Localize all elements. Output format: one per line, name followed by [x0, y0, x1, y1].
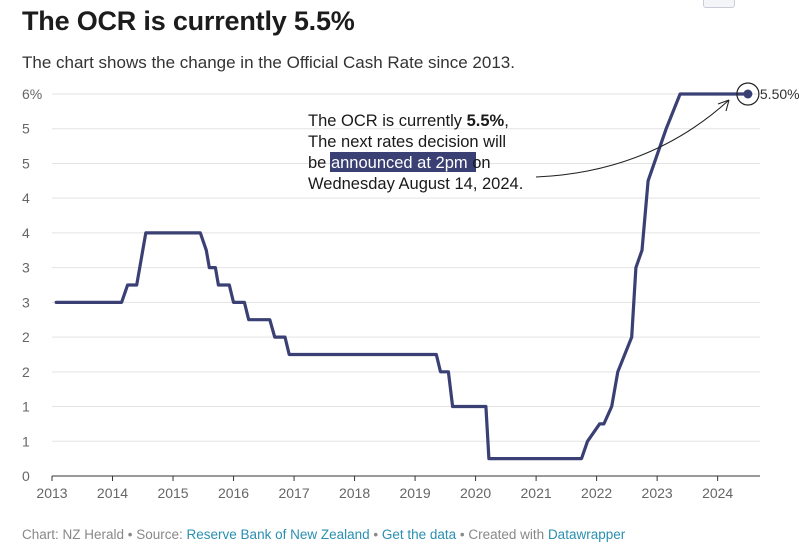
get-data-link[interactable]: Get the data [381, 527, 457, 542]
annotation-highlight [330, 152, 476, 172]
chart-footer: Chart: NZ Herald • Source: Reserve Bank … [22, 527, 625, 542]
annotation-arrow-head [717, 99, 730, 112]
y-axis: 0 1 1 2 2 3 3 4 4 5 5 6% [22, 86, 42, 484]
x-tick-label: 2016 [218, 485, 249, 501]
y-tick-label: 4 [22, 190, 30, 206]
y-tick-label: 3 [22, 260, 30, 276]
y-tick-label: 3 [22, 294, 30, 310]
x-tick-label: 2019 [399, 485, 430, 501]
x-tick-label: 2018 [339, 485, 370, 501]
y-tick-label: 2 [22, 329, 30, 345]
x-tick-label: 2022 [581, 485, 612, 501]
y-tick-label: 4 [22, 225, 30, 241]
share-icon[interactable] [703, 0, 735, 8]
x-tick-label: 2023 [642, 485, 673, 501]
end-point-label: 5.50% [760, 86, 799, 102]
annotation-line-2: The next rates decision will [308, 133, 506, 151]
x-axis: 2013 2014 2015 2016 2017 2018 2019 2020 2021 2022… [36, 476, 733, 501]
x-tick-label: 2013 [36, 485, 67, 501]
footer-separator: • [369, 527, 382, 542]
x-tick-label: 2014 [97, 485, 128, 501]
footer-credit: Chart: NZ Herald • Source: [22, 527, 187, 542]
x-tick-label: 2020 [460, 485, 491, 501]
y-tick-label: 1 [22, 433, 30, 449]
y-tick-label: 6% [22, 86, 42, 102]
series-layer: 5.50% [54, 82, 799, 461]
annotation: The OCR is currently 5.5%, The next rate… [308, 99, 730, 193]
annotation-line-1: The OCR is currently 5.5%, [308, 112, 509, 130]
x-tick-label: 2017 [278, 485, 309, 501]
source-link[interactable]: Reserve Bank of New Zealand [186, 527, 370, 542]
y-tick-label: 2 [22, 364, 30, 380]
y-tick-label: 0 [22, 468, 30, 484]
y-tick-label: 5 [22, 121, 30, 137]
annotation-arrow-line [535, 99, 730, 178]
annotation-line-4: Wednesday August 14, 2024. [308, 175, 523, 193]
y-tick-label: 5 [22, 155, 30, 171]
footer-created-with: • Created with [456, 527, 548, 542]
x-tick-label: 2021 [521, 485, 552, 501]
x-tick-label: 2015 [157, 485, 188, 501]
grid-lines [52, 93, 760, 477]
annotation-line-3: be announced at 2pm on [308, 154, 491, 172]
datawrapper-link[interactable]: Datawrapper [547, 527, 626, 542]
x-tick-label: 2024 [702, 485, 733, 501]
end-point-ring [736, 82, 760, 106]
end-point-dot [743, 89, 753, 99]
chart-subtitle: The chart shows the change in the Offici… [22, 53, 515, 72]
chart-title: The OCR is currently 5.5% [22, 6, 355, 36]
ocr-series-line [54, 92, 750, 461]
y-tick-label: 1 [22, 399, 30, 415]
